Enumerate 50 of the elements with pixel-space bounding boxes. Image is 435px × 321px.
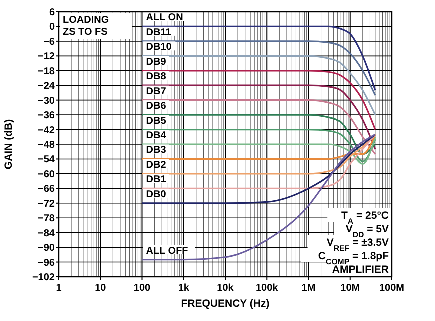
y-tick-label: 6 <box>49 8 56 18</box>
annotation: T$_{A}$ = 25°C <box>341 210 390 226</box>
series-label: DB0 <box>146 189 167 200</box>
y-tick-label: −96 <box>38 258 56 269</box>
annotation: LOADING ZS TO FS <box>63 15 110 38</box>
y-tick-label: −66 <box>38 184 56 196</box>
series-label: DB6 <box>146 101 167 112</box>
x-axis-title: FREQUENCY (Hz) <box>181 298 270 310</box>
x-tick-label: 10M <box>340 283 360 294</box>
x-tick-label: 100k <box>256 283 279 294</box>
y-axis-title: GAIN (dB) <box>3 119 15 170</box>
x-tick-label: 10 <box>95 283 107 294</box>
y-tick-label: −90 <box>38 243 56 254</box>
y-tick-label: −6 <box>44 36 56 48</box>
y-tick-label: −60 <box>38 169 56 180</box>
y-tick-label: −54 <box>38 154 56 166</box>
annotation: V$_{DD}$ = 5V <box>346 224 389 239</box>
y-tick-label: −72 <box>38 198 56 210</box>
series-label: DB3 <box>146 145 167 156</box>
x-tick-label: 100 <box>134 283 152 294</box>
y-tick-label: −30 <box>38 96 56 107</box>
y-tick-label: −102 <box>32 272 56 284</box>
series-label: DB4 <box>146 130 167 142</box>
series-label: DB11 <box>146 27 172 38</box>
annotation: V$_{REF}$ = ±3.5V <box>326 237 389 252</box>
y-tick-label: −48 <box>38 140 56 151</box>
y-tick-label: 0 <box>49 22 56 34</box>
series-label: ALL OFF <box>146 246 188 257</box>
series-label: DB7 <box>146 86 167 98</box>
y-tick-label: −12 <box>38 52 56 63</box>
series-label: DB1 <box>146 174 167 186</box>
x-tick-label: 1M <box>302 283 316 294</box>
annotation: AMPLIFIER <box>332 264 390 276</box>
y-tick-label: −78 <box>38 214 56 225</box>
x-tick-label: 10k <box>217 283 234 294</box>
y-tick-label: −36 <box>38 110 56 122</box>
x-tick-label: 1k <box>178 283 190 294</box>
y-tick-label: −24 <box>38 81 56 92</box>
series-label: DB5 <box>146 116 167 127</box>
series-label: ALL ON <box>146 12 184 24</box>
series-label: DB10 <box>146 42 172 54</box>
x-tick-label: 100M <box>379 283 405 294</box>
annotation: C$_{COMP}$ = 1.8pF <box>318 250 390 266</box>
series-label: DB8 <box>146 72 167 83</box>
y-tick-label: −84 <box>38 228 56 240</box>
y-tick-label: −42 <box>38 125 56 136</box>
y-tick-label: −18 <box>38 66 56 78</box>
series-label: DB2 <box>146 160 167 171</box>
x-tick-label: 1 <box>56 283 62 294</box>
series-label: DB9 <box>146 56 167 68</box>
